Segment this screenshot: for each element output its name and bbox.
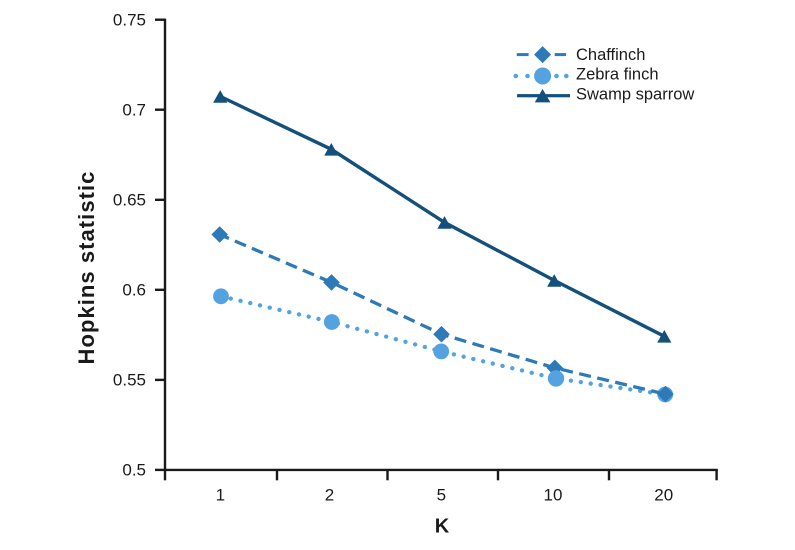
svg-text:0.6: 0.6 bbox=[122, 281, 146, 300]
svg-text:0.7: 0.7 bbox=[122, 100, 146, 119]
svg-text:Swamp sparrow: Swamp sparrow bbox=[576, 85, 694, 103]
svg-text:Chaffinch: Chaffinch bbox=[576, 46, 645, 64]
svg-text:Hopkins statistic: Hopkins statistic bbox=[74, 171, 99, 365]
svg-text:0.65: 0.65 bbox=[113, 191, 146, 210]
svg-text:1: 1 bbox=[216, 486, 225, 505]
svg-text:K: K bbox=[435, 516, 450, 538]
svg-text:0.75: 0.75 bbox=[113, 10, 146, 29]
svg-text:0.5: 0.5 bbox=[122, 461, 146, 480]
svg-text:10: 10 bbox=[544, 486, 563, 505]
svg-text:2: 2 bbox=[325, 486, 334, 505]
svg-text:0.55: 0.55 bbox=[113, 371, 146, 390]
svg-text:5: 5 bbox=[437, 486, 446, 505]
svg-text:20: 20 bbox=[654, 486, 673, 505]
svg-text:Zebra finch: Zebra finch bbox=[576, 66, 659, 84]
